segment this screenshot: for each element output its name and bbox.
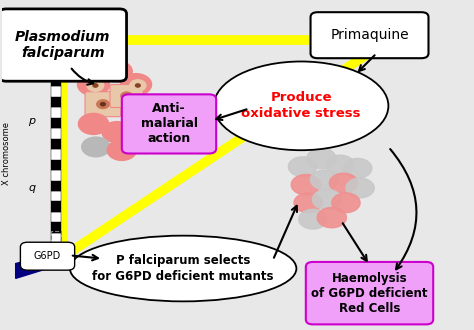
- Circle shape: [140, 102, 151, 110]
- Circle shape: [107, 140, 137, 160]
- FancyBboxPatch shape: [129, 94, 162, 117]
- Circle shape: [102, 61, 132, 82]
- Bar: [51, 233, 61, 243]
- Text: q: q: [28, 183, 36, 193]
- Circle shape: [120, 74, 152, 95]
- FancyBboxPatch shape: [310, 12, 428, 58]
- Bar: [51, 231, 61, 254]
- Bar: [51, 128, 61, 139]
- Circle shape: [136, 84, 140, 87]
- Circle shape: [130, 80, 146, 91]
- Circle shape: [102, 122, 132, 143]
- Bar: [51, 118, 61, 128]
- Text: Produce
oxidative stress: Produce oxidative stress: [241, 91, 361, 120]
- Polygon shape: [16, 252, 58, 279]
- Bar: [51, 55, 61, 66]
- Bar: [51, 107, 61, 118]
- Circle shape: [307, 148, 336, 169]
- Circle shape: [312, 189, 342, 210]
- Circle shape: [124, 114, 153, 134]
- Circle shape: [77, 73, 109, 96]
- Circle shape: [82, 137, 110, 157]
- Circle shape: [111, 67, 127, 78]
- Bar: [51, 191, 61, 201]
- Ellipse shape: [70, 236, 296, 301]
- Bar: [51, 24, 61, 34]
- Bar: [51, 97, 61, 107]
- Ellipse shape: [214, 61, 388, 150]
- Circle shape: [299, 209, 327, 229]
- Circle shape: [97, 100, 109, 109]
- Bar: [51, 222, 61, 233]
- FancyBboxPatch shape: [20, 242, 74, 270]
- Circle shape: [93, 84, 98, 87]
- Circle shape: [124, 94, 128, 97]
- Bar: [51, 139, 61, 149]
- Text: Haemolysis
of G6PD deficient
Red Cells: Haemolysis of G6PD deficient Red Cells: [311, 272, 428, 315]
- Circle shape: [117, 71, 121, 74]
- Bar: [51, 181, 61, 191]
- Circle shape: [346, 178, 374, 198]
- Text: p: p: [28, 115, 36, 126]
- Text: Anti-
malarial
action: Anti- malarial action: [140, 102, 198, 146]
- Circle shape: [326, 155, 355, 175]
- Text: Plasmodium
falciparum: Plasmodium falciparum: [15, 30, 110, 60]
- Bar: [51, 170, 61, 181]
- FancyBboxPatch shape: [306, 262, 433, 324]
- Bar: [51, 243, 61, 254]
- FancyBboxPatch shape: [122, 94, 216, 153]
- Text: P falciparum selects
for G6PD deficient mutants: P falciparum selects for G6PD deficient …: [92, 254, 274, 283]
- Circle shape: [332, 193, 360, 213]
- Circle shape: [317, 207, 346, 228]
- Bar: [51, 45, 61, 55]
- Bar: [51, 34, 61, 45]
- Bar: [51, 66, 61, 76]
- Circle shape: [288, 157, 317, 177]
- Bar: [51, 76, 61, 86]
- Circle shape: [131, 134, 160, 153]
- Circle shape: [291, 175, 320, 195]
- Circle shape: [310, 170, 339, 190]
- Text: G6PD: G6PD: [34, 251, 61, 261]
- Bar: [51, 149, 61, 160]
- Bar: [51, 201, 61, 212]
- FancyBboxPatch shape: [85, 92, 121, 117]
- Bar: [51, 160, 61, 170]
- Circle shape: [294, 193, 322, 213]
- Circle shape: [329, 173, 358, 193]
- Circle shape: [87, 80, 104, 91]
- FancyBboxPatch shape: [0, 9, 127, 81]
- FancyBboxPatch shape: [110, 84, 143, 108]
- Bar: [51, 86, 61, 97]
- Circle shape: [78, 114, 109, 134]
- Text: X chromosome: X chromosome: [2, 122, 11, 185]
- Bar: [51, 212, 61, 222]
- Circle shape: [121, 92, 132, 100]
- Circle shape: [143, 104, 147, 107]
- Circle shape: [100, 103, 105, 106]
- Circle shape: [344, 158, 372, 178]
- Text: Primaquine: Primaquine: [330, 28, 409, 42]
